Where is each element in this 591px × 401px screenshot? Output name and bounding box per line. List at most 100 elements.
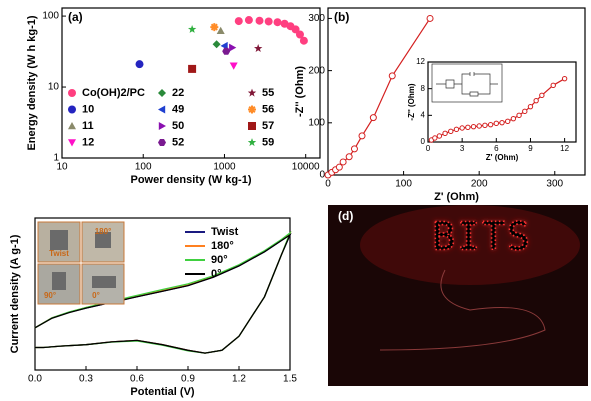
legend-marker (248, 122, 256, 130)
marker (487, 121, 494, 128)
photo-device (95, 232, 111, 248)
photo-device (52, 272, 66, 290)
legend-marker (158, 105, 166, 114)
x-tick-label: 10 (56, 162, 68, 173)
marker (244, 16, 253, 25)
y-tick-label: 100 (42, 11, 59, 22)
y-tick-label: 8 (421, 84, 426, 93)
marker (533, 97, 539, 104)
led-text: BITS (432, 215, 532, 259)
x-tick-label: 0.0 (28, 374, 42, 385)
marker (493, 120, 500, 127)
legend-marker (158, 139, 166, 146)
marker (339, 158, 347, 166)
marker (264, 17, 273, 26)
y-tick-label: 300 (308, 13, 325, 24)
marker (504, 118, 511, 125)
x-tick-label: 6 (494, 144, 499, 153)
panel-label: (d) (338, 209, 353, 223)
x-tick-label: 0 (426, 144, 431, 153)
y-tick-label: 1 (53, 153, 59, 164)
x-tick-label: 0.9 (181, 374, 195, 385)
marker (550, 82, 556, 89)
marker (273, 18, 282, 27)
x-tick-label: 0 (325, 179, 331, 190)
y-axis-label: Energy density (W h kg-1) (26, 15, 38, 150)
x-tick-label: 0.3 (79, 374, 93, 385)
marker (448, 128, 454, 135)
marker (212, 40, 221, 49)
x-axis-label: Z' (Ohm) (486, 153, 519, 162)
photo-device (92, 276, 116, 288)
marker (345, 153, 353, 161)
marker (255, 16, 264, 25)
x-axis-label: Potential (V) (130, 386, 195, 398)
x-axis-label: Z' (Ohm) (434, 191, 479, 203)
y-axis-label: -Z'' (Ohm) (294, 66, 306, 117)
x-axis-label: Power density (W kg-1) (130, 174, 251, 186)
legend-marker (68, 122, 76, 130)
legend-label: 57 (262, 120, 274, 132)
x-tick-label: 9 (528, 144, 533, 153)
plot-frame (61, 7, 321, 159)
marker (453, 126, 460, 133)
y-axis-label: Current density (A g-1) (9, 234, 21, 353)
legend-marker (68, 105, 76, 114)
marker (499, 119, 505, 126)
legend-label: 180° (211, 240, 234, 252)
legend-label: 11 (82, 120, 94, 132)
marker (295, 30, 304, 39)
legend-label: 10 (82, 103, 94, 115)
x-tick-label: 200 (471, 179, 488, 190)
marker (432, 135, 438, 141)
marker (229, 62, 238, 70)
photo-label: Twist (49, 249, 69, 258)
legend-label: 22 (172, 87, 184, 99)
legend-marker (158, 122, 166, 130)
y-axis-label: -Z'' (Ohm) (407, 83, 416, 120)
y-tick-label: 200 (308, 65, 325, 76)
marker (510, 115, 517, 122)
marker (210, 23, 219, 32)
legend-marker (247, 138, 257, 147)
legend-label: 0° (211, 268, 222, 280)
legend-marker (158, 89, 166, 97)
photo-inset (37, 221, 125, 305)
photo-label: 90° (44, 291, 56, 300)
legend-label: 59 (262, 136, 274, 148)
marker (476, 123, 482, 129)
y-tick-label: 0 (319, 170, 325, 181)
legend-label: 49 (172, 103, 184, 115)
marker (516, 112, 522, 119)
x-tick-label: 3 (460, 144, 465, 153)
x-tick-label: 1.2 (232, 374, 246, 385)
marker (527, 103, 534, 110)
marker (482, 122, 488, 129)
legend-label: 55 (262, 87, 274, 99)
marker (188, 25, 197, 33)
legend-label: Co(OH)2/PC (82, 87, 145, 99)
x-tick-label: 100 (135, 162, 152, 173)
marker (335, 163, 343, 171)
marker (188, 64, 197, 73)
marker (369, 114, 377, 122)
y-tick-label: 12 (416, 57, 425, 66)
legend-label: Twist (211, 226, 239, 238)
legend-label: 56 (262, 103, 274, 115)
circuit (431, 63, 503, 103)
photo-glow (360, 205, 580, 285)
legend-marker (68, 89, 76, 97)
marker (388, 72, 396, 80)
y-tick-label: 10 (48, 82, 60, 93)
photo-label: 180° (95, 227, 112, 236)
panel-label: (a) (68, 10, 83, 24)
marker (222, 47, 231, 55)
marker (442, 130, 448, 137)
marker (234, 17, 243, 26)
x-tick-label: 1.5 (283, 374, 297, 385)
y-tick-label: 100 (308, 117, 325, 128)
y-tick-label: 0 (421, 137, 426, 146)
x-tick-label: 12 (560, 144, 569, 153)
legend-marker (68, 139, 76, 147)
